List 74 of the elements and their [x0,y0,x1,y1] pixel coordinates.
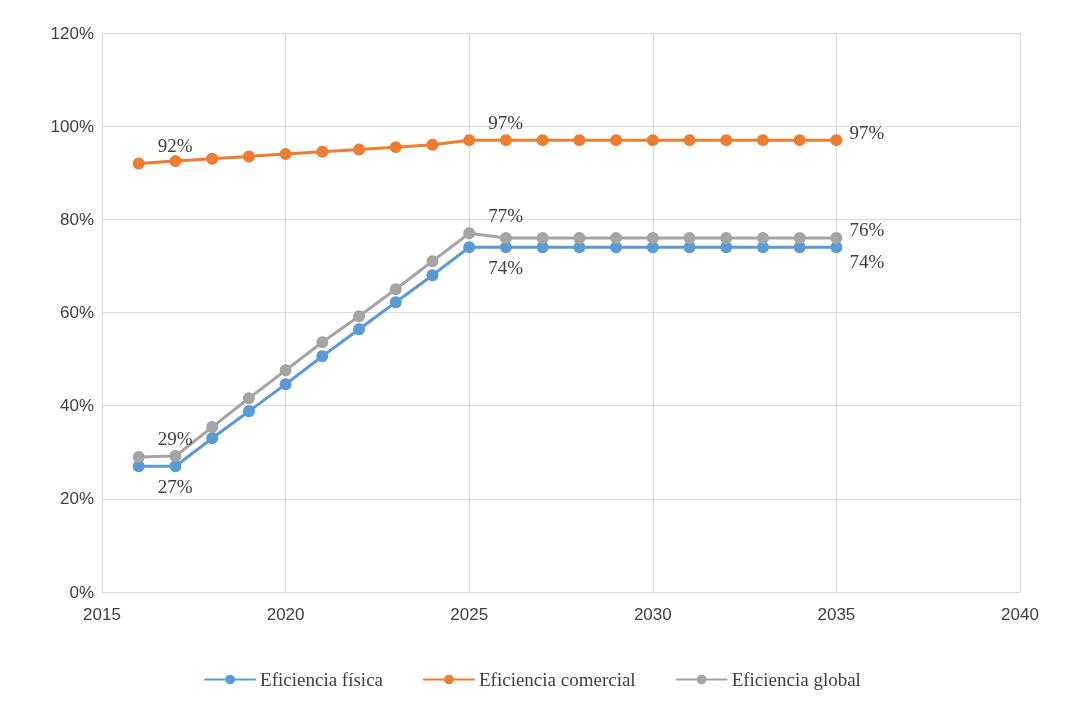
point [169,460,182,473]
point [242,405,255,418]
point [793,231,806,244]
point [683,231,696,244]
point [426,269,439,282]
y-tick-label: 60% [59,303,94,322]
point [683,134,696,147]
x-tick-label: 2035 [817,605,856,624]
y-tick-label: 40% [59,396,94,416]
point [536,134,549,147]
data-label: 92% [157,134,193,156]
x-tick-label: 2040 [1001,605,1039,624]
point [169,155,182,168]
y-tick-label: 0% [69,582,94,602]
data-label: 97% [849,121,885,143]
legend-label: Eficiencia física [260,669,384,690]
point [830,134,843,147]
point [132,450,145,463]
point [499,231,512,244]
point [389,141,402,154]
legend-label: Eficiencia global [731,669,861,690]
y-tick-label: 80% [59,209,94,229]
point [610,134,623,147]
data-label: 29% [157,428,193,450]
point [389,283,402,296]
point [536,231,549,244]
data-label: 27% [157,475,193,497]
point [279,364,292,377]
x-tick-label: 2030 [633,605,672,624]
point [316,145,329,158]
point [573,134,586,147]
data-label: 74% [849,250,885,272]
point [830,231,843,244]
point [353,323,366,336]
point [793,134,806,147]
point [353,310,366,323]
point [206,432,219,445]
point [463,227,476,240]
point [316,350,329,363]
point [389,296,402,309]
y-tick-label: 100% [50,116,94,136]
x-tick-label: 2020 [266,605,305,624]
point [279,148,292,161]
legend-label: Eficiencia comercial [479,669,636,690]
point [756,231,769,244]
x-tick-label: 2025 [450,605,489,624]
point [646,134,659,147]
point [242,392,255,405]
point [206,421,219,434]
point [463,241,476,254]
point [316,336,329,349]
y-tick-label: 120% [50,23,94,43]
point [279,378,292,391]
point [169,449,182,462]
data-label: 74% [488,256,524,278]
point [426,138,439,151]
y-tick-label: 20% [59,489,94,509]
point [132,157,145,170]
data-label: 77% [488,204,524,226]
point [756,134,769,147]
point [206,152,219,165]
data-label: 97% [488,111,524,133]
point [646,231,659,244]
point [720,231,733,244]
data-label: 76% [849,219,885,241]
point [499,134,512,147]
point [353,143,366,156]
point [720,134,733,147]
x-tick-label: 2015 [83,605,121,624]
point [242,150,255,163]
point [426,255,439,268]
point [463,134,476,147]
point [610,231,623,244]
point [573,231,586,244]
